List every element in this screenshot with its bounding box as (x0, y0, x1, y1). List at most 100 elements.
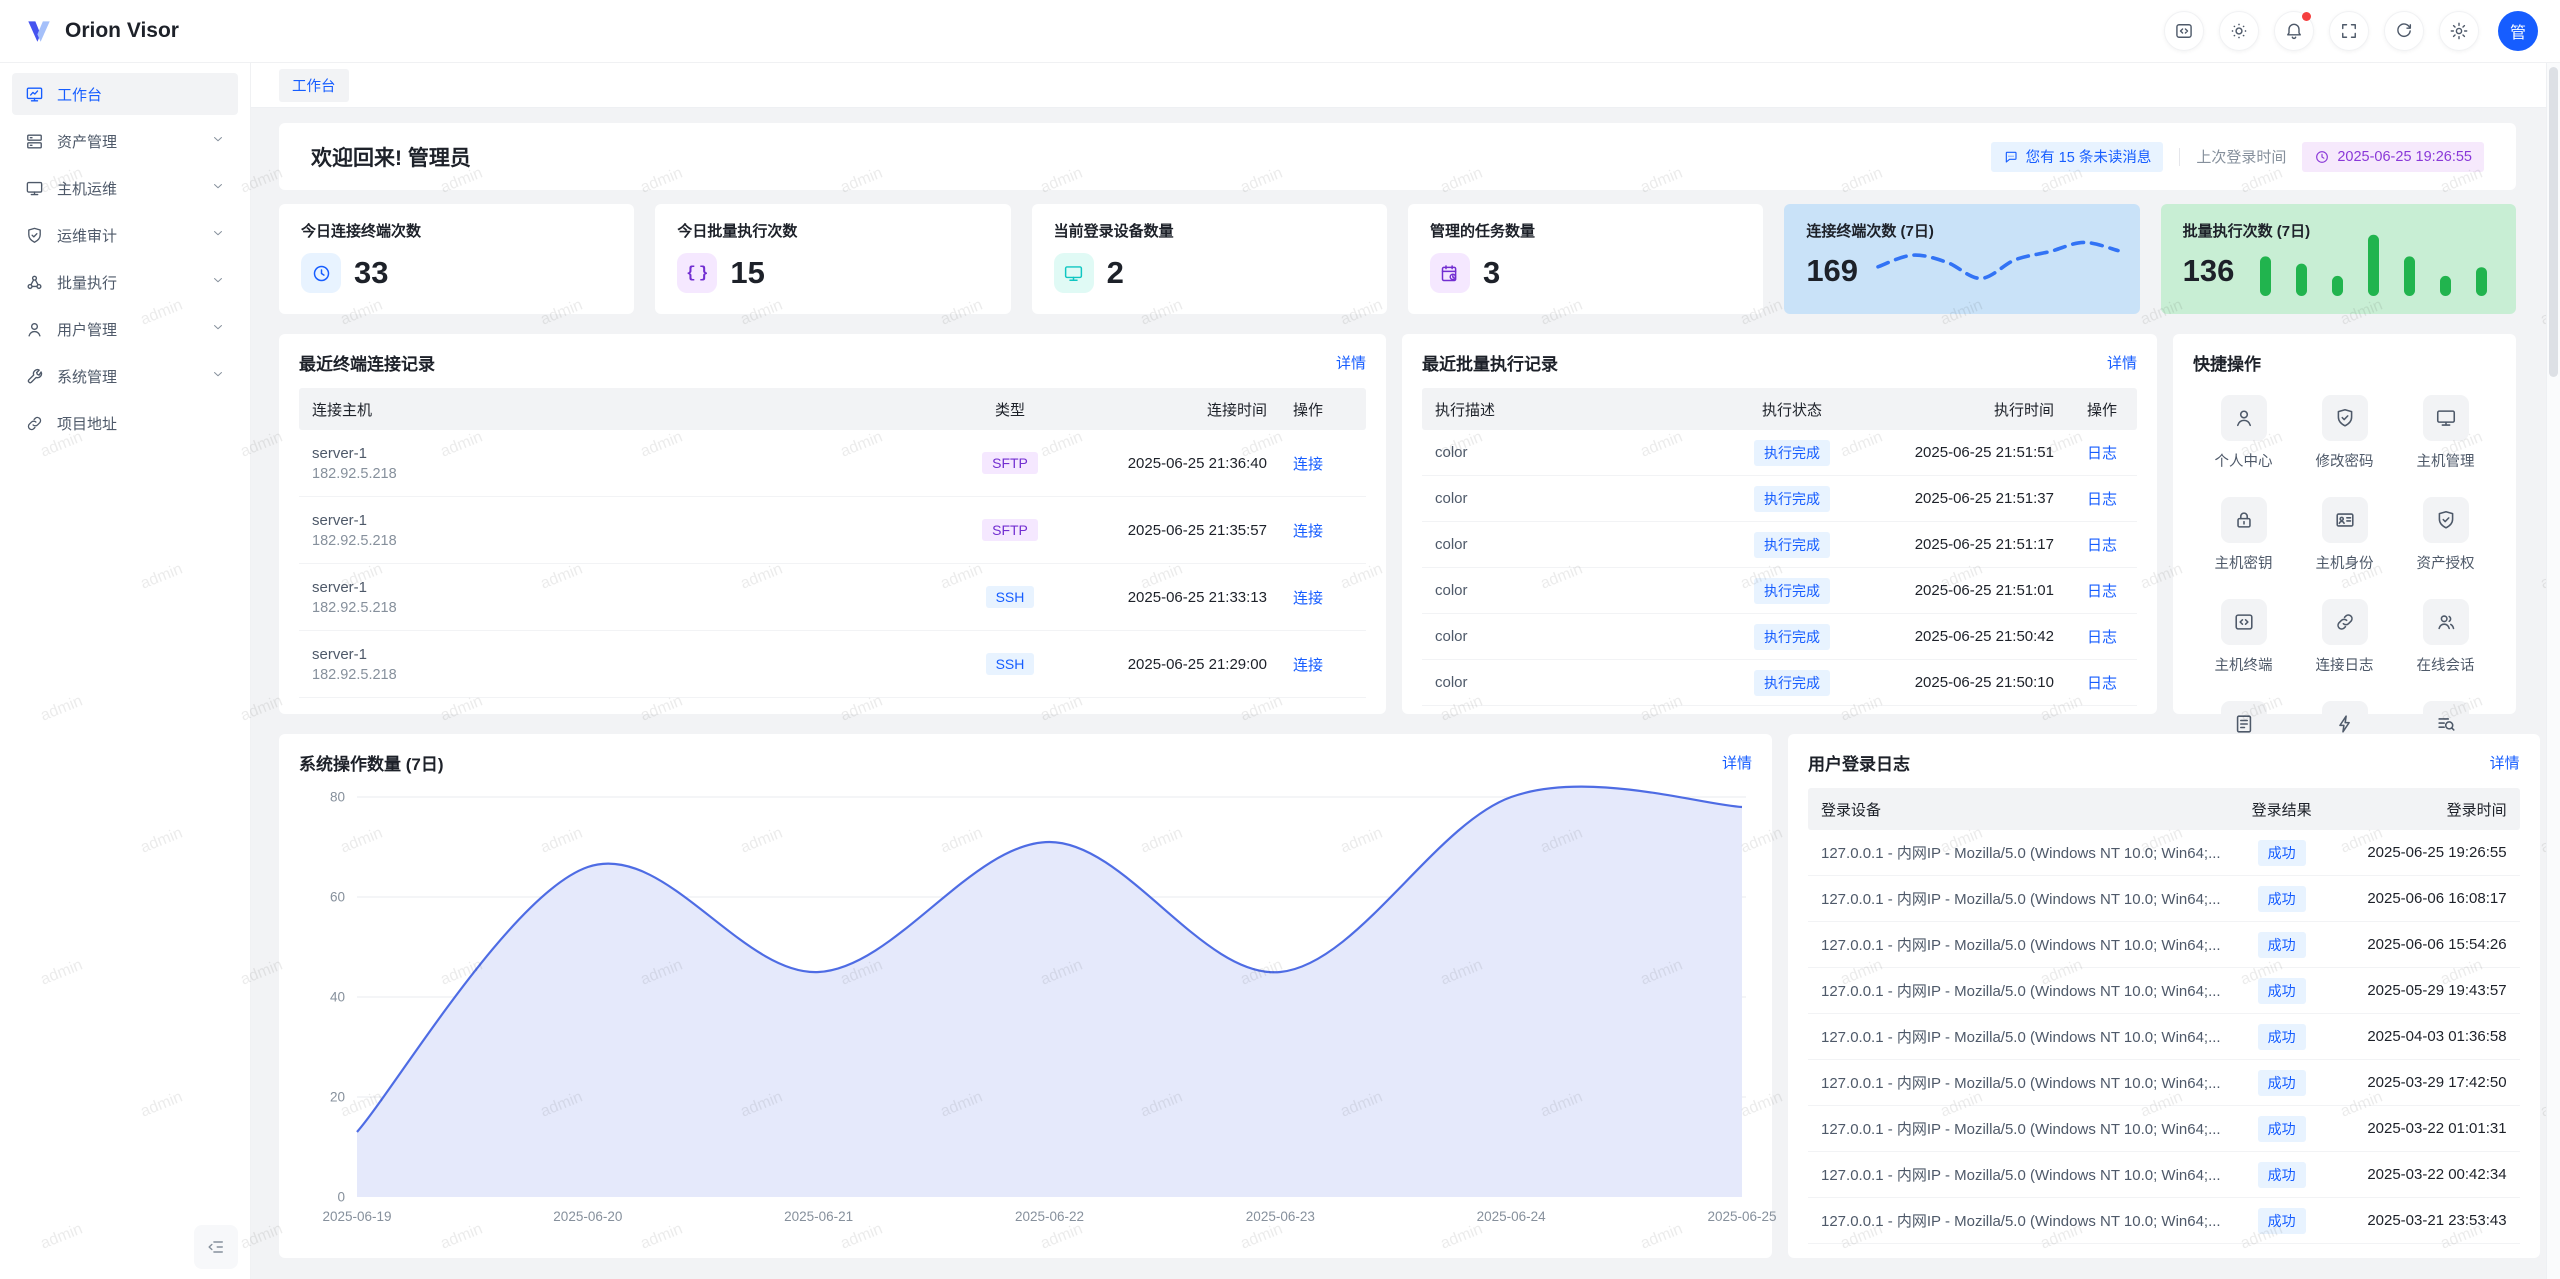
stat-label: 今日连接终端次数 (301, 220, 612, 241)
host-name: server-1 (312, 646, 942, 663)
login-device: 127.0.0.1 - 内网IP - Mozilla/5.0 (Windows … (1808, 1210, 2234, 1231)
exec-status-badge: 执行完成 (1754, 440, 1830, 466)
svg-text:2025-06-22: 2025-06-22 (1015, 1209, 1084, 1224)
sidebar-collapse-button[interactable] (194, 1225, 238, 1269)
menu-fold-icon (206, 1237, 226, 1257)
host-ip: 182.92.5.218 (312, 466, 942, 482)
column-header: 执行状态 (1722, 399, 1862, 420)
exec-status-badge: 执行完成 (1754, 578, 1830, 604)
welcome-card: 欢迎回来! 管理员 您有 15 条未读消息 上次登录时间 2025-06-25 … (279, 123, 2516, 190)
login-device: 127.0.0.1 - 内网IP - Mozilla/5.0 (Windows … (1808, 842, 2234, 863)
chart-detail-link[interactable]: 详情 (1722, 752, 1752, 773)
login-row: 127.0.0.1 - 内网IP - Mozilla/5.0 (Windows … (1808, 1106, 2520, 1152)
notifications-button[interactable] (2274, 11, 2314, 51)
log-link[interactable]: 日志 (2087, 445, 2117, 462)
quick-action-personal-center[interactable]: 个人中心 (2193, 395, 2294, 471)
login-log-detail-link[interactable]: 详情 (2490, 752, 2520, 773)
log-link[interactable]: 日志 (2087, 537, 2117, 554)
stat-card-login-devices: 当前登录设备数量 2 (1032, 204, 1387, 314)
connect-link[interactable]: 连接 (1293, 456, 1323, 473)
connect-time: 2025-06-25 21:35:57 (1065, 522, 1280, 539)
code-button[interactable] (2164, 11, 2204, 51)
quick-action-host-identity[interactable]: 主机身份 (2294, 497, 2395, 573)
sidebar-item-audit[interactable]: 运维审计 (12, 214, 238, 256)
column-header: 连接主机 (299, 399, 955, 420)
quick-action-asset-auth[interactable]: 资产授权 (2395, 497, 2496, 573)
monitor-icon (1054, 253, 1094, 293)
breadcrumb[interactable]: 工作台 (279, 69, 349, 102)
login-device: 127.0.0.1 - 内网IP - Mozilla/5.0 (Windows … (1808, 1118, 2234, 1139)
svg-text:60: 60 (330, 890, 345, 905)
breadcrumb-bar: 工作台 (251, 63, 2546, 108)
content: 欢迎回来! 管理员 您有 15 条未读消息 上次登录时间 2025-06-25 … (251, 108, 2546, 1258)
log-link[interactable]: 日志 (2087, 583, 2117, 600)
host-name: server-1 (312, 512, 942, 529)
sidebar-item-label: 主机运维 (57, 178, 211, 199)
unread-messages-badge[interactable]: 您有 15 条未读消息 (1991, 142, 2164, 172)
quick-action-change-password[interactable]: 修改密码 (2294, 395, 2395, 471)
terminal-row: server-1 182.92.5.218 SFTP 2025-06-25 21… (299, 497, 1366, 564)
sidebar-item-assets[interactable]: 资产管理 (12, 120, 238, 162)
svg-text:2025-06-19: 2025-06-19 (322, 1209, 391, 1224)
scrollbar-thumb[interactable] (2549, 67, 2558, 377)
batch-detail-link[interactable]: 详情 (2107, 352, 2137, 373)
chevron-down-icon (211, 132, 225, 150)
quick-action-online-session[interactable]: 在线会话 (2395, 599, 2496, 675)
login-log-body: 127.0.0.1 - 内网IP - Mozilla/5.0 (Windows … (1808, 830, 2520, 1244)
connect-link[interactable]: 连接 (1293, 657, 1323, 674)
quick-action-label: 主机管理 (2395, 450, 2496, 471)
log-link[interactable]: 日志 (2087, 491, 2117, 508)
batch-records-body: color 执行完成 2025-06-25 21:51:51 日志 color … (1422, 430, 2137, 706)
connect-link[interactable]: 连接 (1293, 590, 1323, 607)
sidebar-item-project-link[interactable]: 项目地址 (12, 402, 238, 444)
quick-action-host-keys[interactable]: 主机密钥 (2193, 497, 2294, 573)
login-row: 127.0.0.1 - 内网IP - Mozilla/5.0 (Windows … (1808, 830, 2520, 876)
lock-icon (2221, 497, 2267, 543)
column-header: 连接时间 (1065, 399, 1280, 420)
quick-action-label: 个人中心 (2193, 450, 2294, 471)
batch-row: color 执行完成 2025-06-25 21:51:01 日志 (1422, 568, 2137, 614)
chevron-down-icon (211, 367, 225, 385)
sidebar-item-batch-exec[interactable]: 批量执行 (12, 261, 238, 303)
table-header: 登录设备 登录结果 登录时间 (1808, 788, 2520, 830)
welcome-right: 您有 15 条未读消息 上次登录时间 2025-06-25 19:26:55 (1991, 142, 2484, 172)
login-time: 2025-06-25 19:26:55 (2330, 844, 2520, 861)
sidebar-item-user-mgmt[interactable]: 用户管理 (12, 308, 238, 350)
quick-action-host-mgmt[interactable]: 主机管理 (2395, 395, 2496, 471)
exec-description: color (1422, 490, 1722, 507)
terminal-records-body: server-1 182.92.5.218 SFTP 2025-06-25 21… (299, 430, 1366, 698)
theme-button[interactable] (2219, 11, 2259, 51)
sidebar-item-label: 资产管理 (57, 131, 211, 152)
batch-records-panel: 最近批量执行记录 详情 执行描述 执行状态 执行时间 操作 color 执行完成… (1402, 334, 2157, 714)
sidebar-item-workbench[interactable]: 工作台 (12, 73, 238, 115)
quick-action-label: 在线会话 (2395, 654, 2496, 675)
quick-action-host-terminal[interactable]: 主机终端 (2193, 599, 2294, 675)
cluster-icon (25, 273, 44, 292)
divider (2179, 148, 2180, 166)
notification-dot (2302, 12, 2311, 21)
fullscreen-button[interactable] (2329, 11, 2369, 51)
svg-text:0: 0 (337, 1190, 345, 1205)
refresh-button[interactable] (2384, 11, 2424, 51)
terminal-detail-link[interactable]: 详情 (1336, 352, 1366, 373)
stats-row: 今日连接终端次数 33 今日批量执行次数 { } 15 当前登录设备数量 2 (279, 204, 2516, 314)
sidebar-item-host-ops[interactable]: 主机运维 (12, 167, 238, 209)
column-header: 执行描述 (1422, 399, 1722, 420)
protocol-badge: SFTP (982, 519, 1038, 541)
login-result-badge: 成功 (2258, 1162, 2306, 1188)
settings-button[interactable] (2439, 11, 2479, 51)
connect-link[interactable]: 连接 (1293, 523, 1323, 540)
quick-action-label: 修改密码 (2294, 450, 2395, 471)
log-link[interactable]: 日志 (2087, 629, 2117, 646)
log-link[interactable]: 日志 (2087, 675, 2117, 692)
sidebar-item-system-mgmt[interactable]: 系统管理 (12, 355, 238, 397)
user-avatar[interactable]: 管 (2498, 11, 2538, 51)
exec-description: color (1422, 444, 1722, 461)
stat-label: 当前登录设备数量 (1054, 220, 1365, 241)
stat-card-batch-7d: 批量执行次数 (7日) 136 (2161, 204, 2516, 314)
login-device: 127.0.0.1 - 内网IP - Mozilla/5.0 (Windows … (1808, 1026, 2234, 1047)
sidebar-item-label: 系统管理 (57, 366, 211, 387)
sidebar-item-label: 运维审计 (57, 225, 211, 246)
quick-action-connect-log[interactable]: 连接日志 (2294, 599, 2395, 675)
code-icon (2174, 21, 2194, 41)
